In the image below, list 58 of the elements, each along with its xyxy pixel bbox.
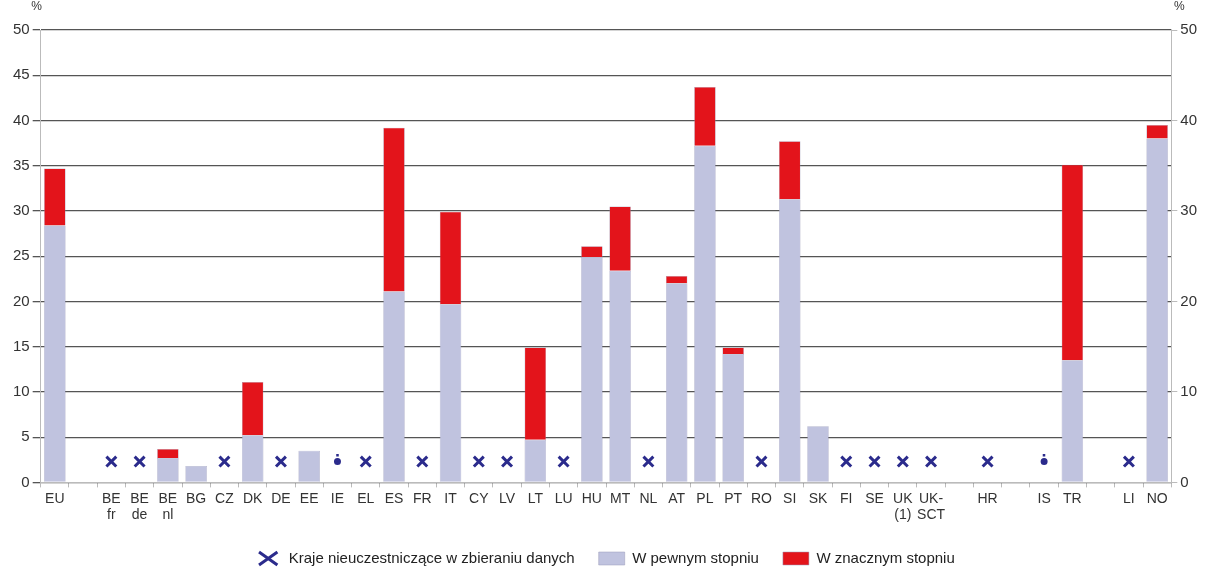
x-tick-label: EU [45, 489, 65, 506]
x-tick-label: SK [808, 489, 828, 506]
legend-label: W znacznym stopniu [816, 548, 955, 566]
x-tick-label: IE [330, 489, 345, 506]
x-tick-label: LU [554, 489, 573, 506]
x-tick-label: EE [299, 489, 319, 506]
x-tick-label: FR [412, 489, 432, 506]
x-tick-label: EL [357, 489, 375, 506]
x-tick-label: BG [186, 489, 207, 506]
y2-tick-label: 0 [1180, 472, 1189, 490]
x-tick-label: MT [610, 489, 631, 506]
x-tick-label: BE de [130, 489, 149, 523]
y-tick-label: 0 [21, 472, 30, 490]
x-tick-label: HU [581, 489, 602, 506]
x-tick-label: LI [1123, 489, 1135, 506]
x-tick-label: PL [696, 489, 714, 506]
y-tick-label: 50 [13, 20, 30, 38]
x-tick-label: CZ [215, 489, 235, 506]
x-tick-label: RO [750, 489, 773, 506]
x-tick-label: AT [668, 489, 686, 506]
y-tick-label: 15 [13, 336, 30, 354]
x-tick-label: CY [469, 489, 490, 506]
y-tick-label: 25 [13, 246, 30, 264]
y-tick-label: 5 [21, 427, 30, 445]
x-tick-label: IT [444, 489, 458, 506]
y-axis-title: % [31, 0, 43, 13]
y2-tick-label: 10 [1180, 382, 1197, 400]
x-tick-label: SE [865, 489, 884, 506]
x-tick-label: UK- SCT [917, 489, 946, 523]
x-tick-label: IS [1037, 489, 1051, 506]
y2-axis-title: % [1173, 0, 1185, 13]
y-tick-label: 35 [13, 155, 30, 173]
x-tick-label: DK [242, 489, 264, 506]
x-tick-label: BE fr [102, 489, 121, 523]
y2-tick-label: 30 [1180, 201, 1197, 219]
x-tick-label: TR [1063, 489, 1082, 506]
x-tick-label: FI [840, 489, 853, 506]
x-tick-label: NL [639, 489, 658, 506]
y-tick-label: 45 [13, 65, 30, 83]
y2-tick-label: 50 [1180, 20, 1197, 38]
y-tick-label: 30 [13, 201, 30, 219]
x-tick-label: LV [499, 489, 516, 506]
x-tick-label: HR [977, 489, 998, 506]
y2-tick-label: 40 [1180, 110, 1197, 128]
legend-label: W pewnym stopniu [632, 548, 759, 566]
x-tick-label: UK (1) [893, 489, 914, 523]
x-tick-label: BE nl [158, 489, 178, 523]
y-tick-label: 20 [13, 291, 30, 309]
legend-label: Kraje nieuczestniczące w zbieraniu danych [288, 548, 575, 566]
x-tick-label: PT [724, 489, 743, 506]
x-tick-label: SI [783, 489, 797, 506]
x-tick-label: DE [271, 489, 291, 506]
x-tick-label: ES [384, 489, 404, 506]
x-tick-label: NO [1146, 489, 1168, 506]
x-tick-label: LT [527, 489, 544, 506]
y-tick-label: 10 [13, 382, 30, 400]
y2-tick-label: 20 [1180, 291, 1197, 309]
y-tick-label: 40 [13, 110, 30, 128]
